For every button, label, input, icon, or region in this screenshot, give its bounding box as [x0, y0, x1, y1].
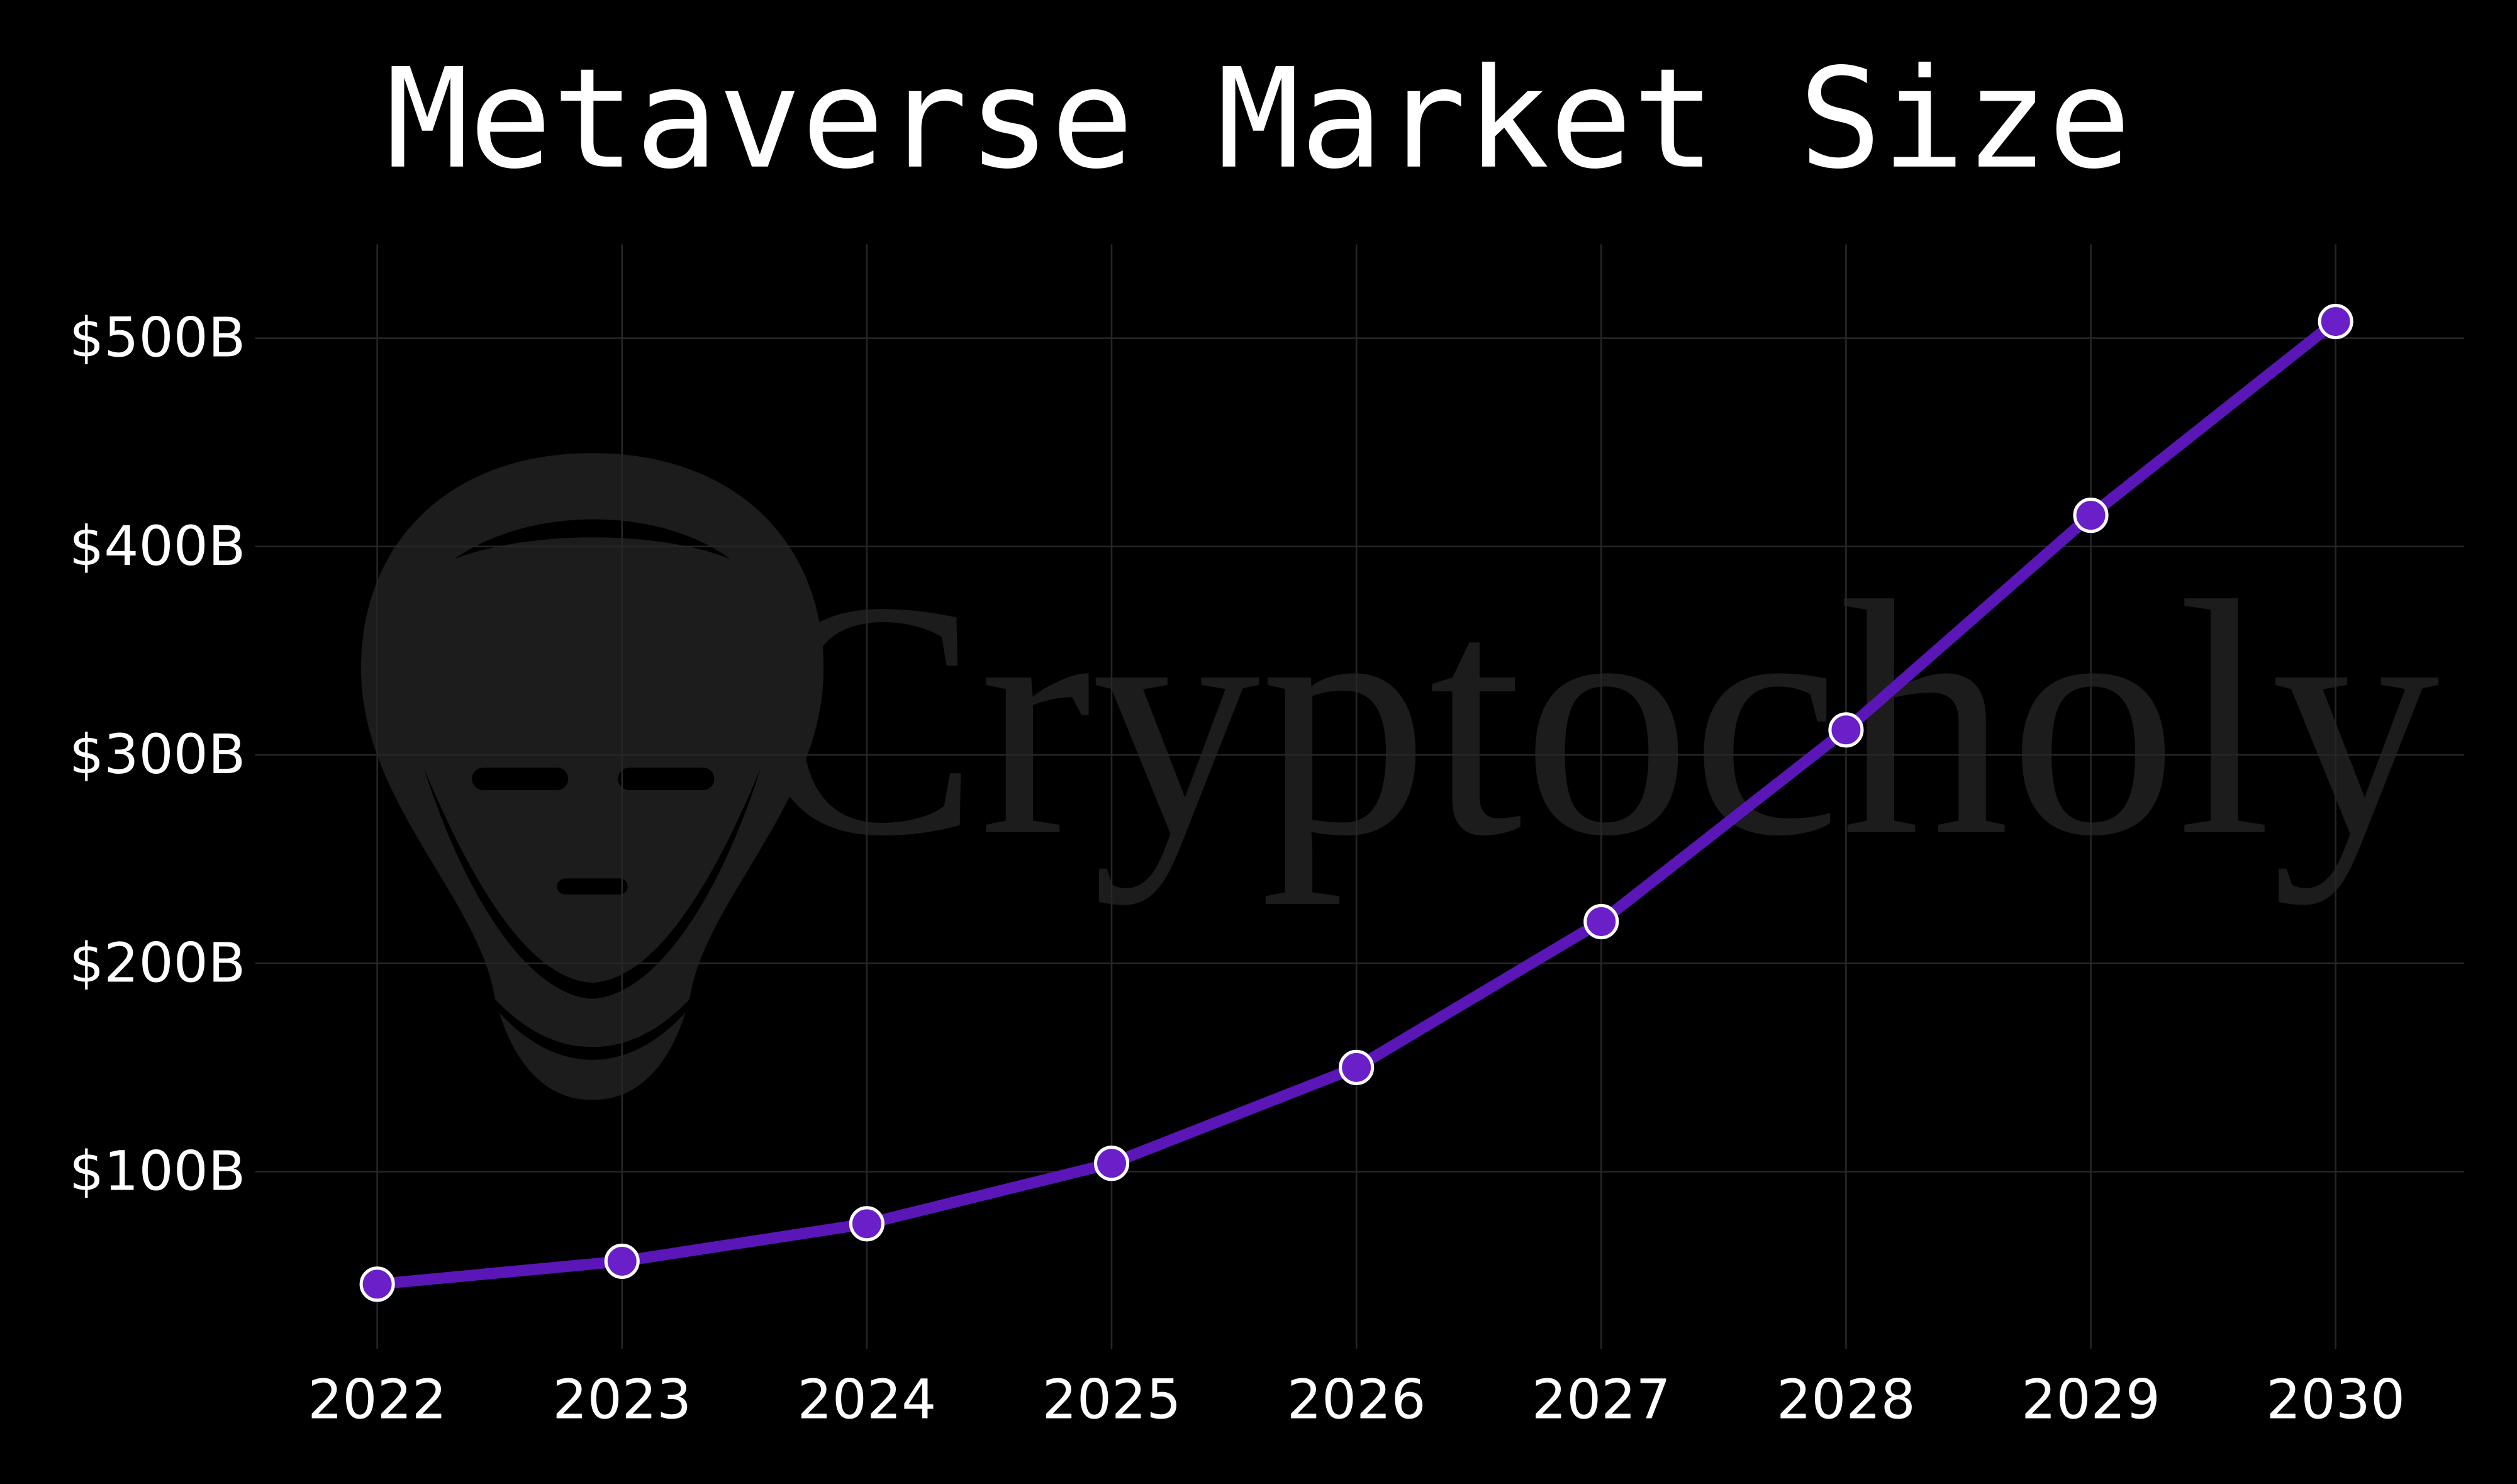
y-tick-label: $100B [69, 1140, 245, 1203]
x-tick-label: 2030 [2266, 1368, 2405, 1432]
y-tick-label: $200B [69, 931, 245, 995]
marker [1828, 712, 1864, 748]
x-tick-label: 2029 [2021, 1368, 2160, 1432]
marker [2318, 303, 2353, 340]
watermark-text: Cryptocholy [754, 532, 2440, 906]
x-tick-label: 2025 [1042, 1368, 1181, 1432]
marker [359, 1266, 395, 1302]
y-tick-label: $400B [69, 515, 245, 578]
x-tick-label: 2023 [552, 1368, 691, 1432]
x-tick-label: 2028 [1777, 1368, 1916, 1432]
marker [1583, 903, 1619, 940]
marker [1339, 1049, 1375, 1085]
marker [604, 1243, 640, 1279]
chart-title: Metaverse Market Size [386, 38, 2131, 199]
x-tick-label: 2024 [798, 1368, 937, 1432]
x-tick-label: 2022 [308, 1368, 447, 1432]
marker [1093, 1146, 1130, 1181]
y-tick-label: $500B [69, 306, 245, 370]
marker [849, 1206, 885, 1242]
watermark-logo [360, 453, 824, 1100]
x-tick-label: 2027 [1532, 1368, 1671, 1432]
marker [2073, 498, 2109, 533]
y-tick-label: $300B [69, 723, 245, 786]
x-tick-label: 2026 [1287, 1368, 1426, 1432]
